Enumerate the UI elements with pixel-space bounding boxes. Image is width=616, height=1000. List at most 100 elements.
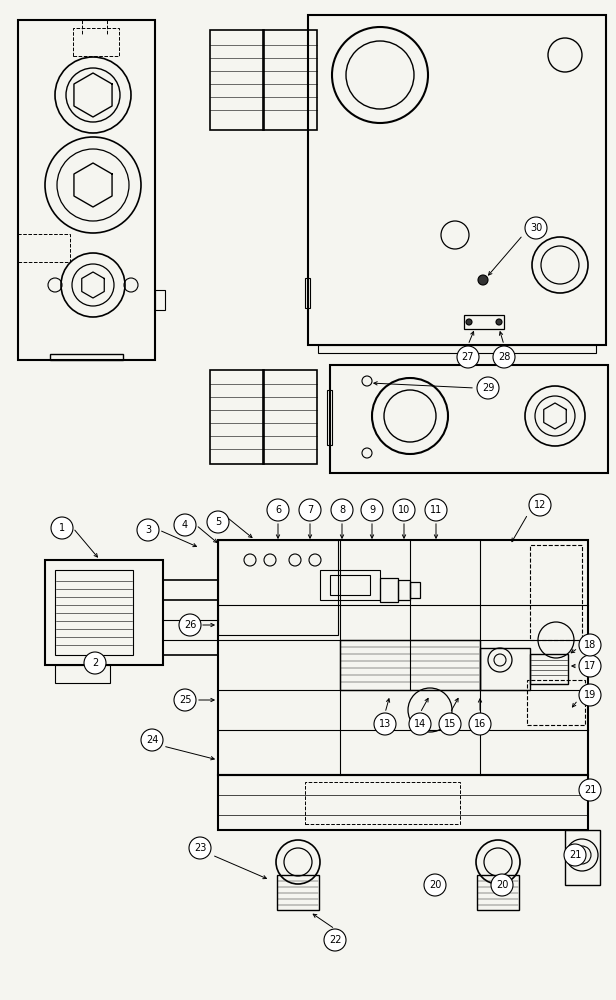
Circle shape	[496, 319, 502, 325]
Bar	[155, 290, 165, 310]
Circle shape	[267, 499, 289, 521]
Text: 8: 8	[339, 505, 345, 515]
Circle shape	[174, 514, 196, 536]
Text: 20: 20	[496, 880, 508, 890]
Text: 22: 22	[329, 935, 341, 945]
Text: 4: 4	[182, 520, 188, 530]
Text: 30: 30	[530, 223, 542, 233]
Text: 12: 12	[534, 500, 546, 510]
Bar	[45, 560, 163, 665]
Circle shape	[179, 614, 201, 636]
Bar	[330, 365, 608, 473]
Bar	[308, 15, 606, 345]
Text: 25: 25	[179, 695, 191, 705]
Circle shape	[324, 929, 346, 951]
Text: 5: 5	[215, 517, 221, 527]
Bar	[55, 665, 110, 683]
Circle shape	[477, 377, 499, 399]
Bar	[320, 570, 380, 600]
Circle shape	[424, 874, 446, 896]
Bar	[218, 540, 588, 775]
Circle shape	[525, 217, 547, 239]
Bar	[218, 540, 338, 635]
Circle shape	[439, 713, 461, 735]
Text: 3: 3	[145, 525, 151, 535]
Bar	[73, 28, 119, 56]
Bar	[530, 545, 582, 640]
Text: 6: 6	[275, 505, 281, 515]
Bar	[18, 20, 155, 360]
Text: 16: 16	[474, 719, 486, 729]
Text: 11: 11	[430, 505, 442, 515]
Text: 24: 24	[146, 735, 158, 745]
Circle shape	[491, 874, 513, 896]
Text: 20: 20	[429, 880, 441, 890]
Bar	[410, 582, 420, 598]
Bar	[530, 654, 568, 684]
Bar	[318, 345, 596, 353]
Text: 7: 7	[307, 505, 313, 515]
Circle shape	[361, 499, 383, 521]
Bar	[50, 354, 123, 360]
Bar	[464, 315, 504, 329]
Circle shape	[469, 713, 491, 735]
Circle shape	[374, 713, 396, 735]
Text: 21: 21	[569, 850, 581, 860]
Text: 15: 15	[444, 719, 456, 729]
Bar	[340, 640, 480, 690]
Bar	[527, 680, 585, 725]
Circle shape	[564, 844, 586, 866]
Circle shape	[457, 346, 479, 368]
Text: 9: 9	[369, 505, 375, 515]
Circle shape	[466, 319, 472, 325]
Circle shape	[299, 499, 321, 521]
Bar	[565, 830, 600, 885]
Bar	[398, 580, 410, 600]
Circle shape	[393, 499, 415, 521]
Bar	[330, 575, 370, 595]
Bar	[327, 390, 332, 445]
Circle shape	[409, 713, 431, 735]
Text: 23: 23	[194, 843, 206, 853]
Circle shape	[579, 779, 601, 801]
Bar	[263, 370, 317, 464]
Text: 21: 21	[584, 785, 596, 795]
Circle shape	[84, 652, 106, 674]
Bar	[305, 278, 310, 308]
Text: 27: 27	[462, 352, 474, 362]
Circle shape	[141, 729, 163, 751]
Text: 29: 29	[482, 383, 494, 393]
Text: 19: 19	[584, 690, 596, 700]
Text: 17: 17	[584, 661, 596, 671]
Circle shape	[331, 499, 353, 521]
Bar	[210, 30, 264, 130]
Circle shape	[579, 655, 601, 677]
Bar	[305, 782, 460, 824]
Circle shape	[189, 837, 211, 859]
Text: 13: 13	[379, 719, 391, 729]
Bar	[480, 648, 530, 690]
Circle shape	[207, 511, 229, 533]
Bar	[55, 570, 133, 655]
Circle shape	[425, 499, 447, 521]
Text: 26: 26	[184, 620, 196, 630]
Bar	[277, 875, 319, 910]
Circle shape	[579, 684, 601, 706]
Bar	[210, 370, 264, 464]
Bar	[218, 775, 588, 830]
Bar	[380, 578, 398, 602]
Text: 10: 10	[398, 505, 410, 515]
Bar	[18, 234, 70, 262]
Circle shape	[174, 689, 196, 711]
Bar	[263, 30, 317, 130]
Circle shape	[493, 346, 515, 368]
Circle shape	[137, 519, 159, 541]
Circle shape	[51, 517, 73, 539]
Circle shape	[579, 634, 601, 656]
Circle shape	[529, 494, 551, 516]
Bar	[477, 875, 519, 910]
Text: 14: 14	[414, 719, 426, 729]
Text: 18: 18	[584, 640, 596, 650]
Text: 1: 1	[59, 523, 65, 533]
Text: 2: 2	[92, 658, 98, 668]
